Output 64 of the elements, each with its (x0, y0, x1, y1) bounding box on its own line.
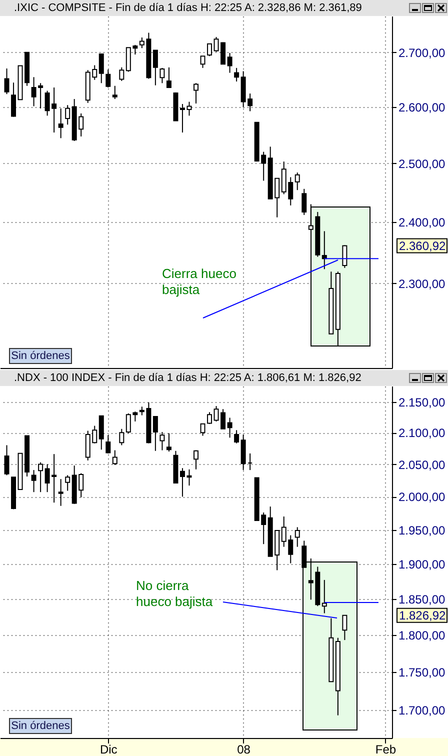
candlestick (152, 416, 158, 452)
candlestick (98, 53, 104, 84)
candlestick (322, 579, 327, 614)
y-tick-label: 2.300,00 (398, 276, 446, 291)
chart-title: .NDX - 100 INDEX - Fin de día 1 días H: 22:25 A: 1.806,61 M: 1.826,92 (14, 371, 362, 386)
candlestick (38, 462, 44, 493)
candlestick (194, 450, 198, 470)
y-tick-label: 2.100,00 (398, 426, 446, 440)
candlestick (119, 66, 124, 82)
candlestick (166, 66, 172, 89)
candlestick (112, 85, 118, 100)
candlestick (160, 67, 165, 84)
y-tick-label: 2.000,00 (398, 490, 446, 504)
candlestick (234, 67, 240, 82)
x-tick-label: Dic (100, 742, 118, 756)
y-tick-label: 2.150,00 (398, 395, 446, 410)
y-tick-label: 2.400,00 (398, 216, 446, 230)
candlestick (194, 82, 198, 104)
candlestick (65, 104, 70, 126)
y-tick-label: 1.850,00 (398, 592, 446, 606)
candlestick (98, 415, 104, 450)
annotation: Cierra hueco bajista (162, 266, 236, 297)
candlestick (31, 470, 36, 493)
y-tick-label: 1.700,00 (398, 703, 446, 718)
candlestick (240, 434, 246, 471)
candlestick (65, 474, 70, 492)
candlestick (302, 188, 307, 216)
candlestick (200, 56, 206, 68)
candlestick (11, 82, 16, 118)
candlestick (106, 69, 111, 88)
x-tick-label: Feb (375, 742, 396, 756)
candlestick (227, 417, 232, 438)
candlestick (207, 43, 212, 57)
candlestick (58, 478, 64, 506)
annotation: No cierra hueco bajista (136, 578, 214, 609)
y-tick-label: 1.900,00 (398, 557, 446, 572)
candlestick (106, 434, 111, 454)
candlestick (112, 450, 118, 466)
candlestick (234, 430, 240, 444)
candlestick (152, 50, 158, 86)
button: Sin órdenes (9, 718, 72, 734)
candlestick (342, 244, 348, 268)
candlestick (4, 444, 10, 476)
button: Sin órdenes (9, 348, 72, 364)
y-tick-label: 2.500,00 (398, 156, 446, 171)
candlestick (160, 432, 165, 451)
y-tick-label: 1.800,00 (398, 628, 446, 642)
y-tick-label: 1.750,00 (398, 665, 446, 680)
y-tick-label: 1.950,00 (398, 523, 446, 538)
candlestick (322, 230, 327, 270)
candlestick (302, 540, 307, 568)
candlestick (119, 428, 124, 446)
chart-title: .IXIC - COMPSITE - Fin de día 1 días H: 22:25 A: 2.328,86 M: 2.361,89 (14, 1, 362, 16)
candlestick (227, 52, 232, 74)
y-tick-label: 2.700,00 (398, 46, 446, 60)
candlestick (342, 614, 348, 641)
y-tick-label: 2.050,00 (398, 458, 446, 472)
candlestick (294, 526, 300, 548)
candlestick (166, 432, 172, 452)
y-tick-label: 2.600,00 (398, 100, 446, 114)
candlestick (294, 172, 300, 191)
candlestick (58, 108, 64, 139)
x-tick-label: 08 (237, 742, 251, 756)
candlestick (4, 68, 10, 95)
